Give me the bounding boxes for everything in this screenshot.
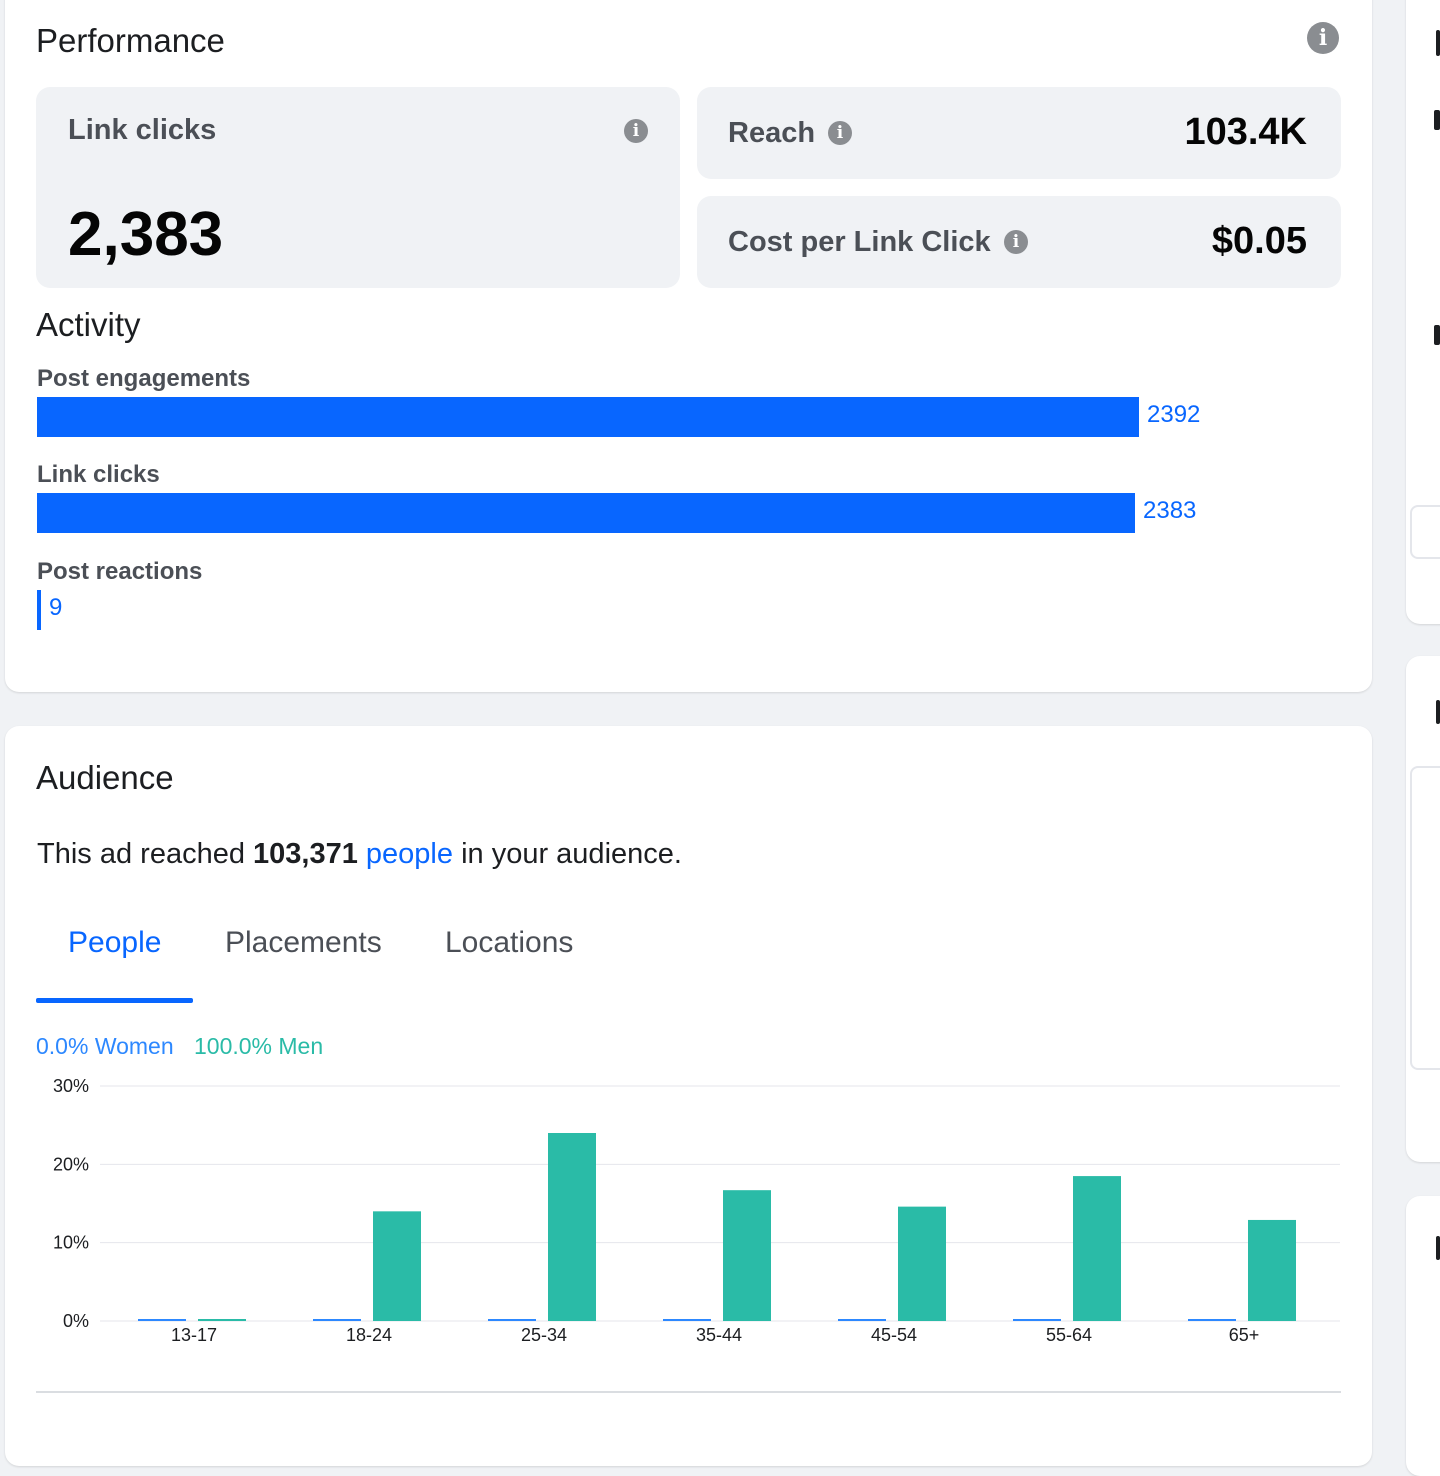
cost-per-link-click-label: Cost per Link Click [728,226,991,258]
bar-women[interactable] [488,1319,536,1321]
activity-title: Activity [36,306,141,343]
tab-placements[interactable]: Placements [225,926,382,959]
activity-value: 9 [49,594,63,621]
legend-women[interactable]: 0.0% Women [36,1033,174,1059]
activity-label: Post engagements [37,365,251,392]
side-card-3 [1406,1196,1440,1476]
info-icon[interactable]: i [1307,22,1339,54]
legend-men[interactable]: 100.0% Men [194,1033,324,1059]
bar-men[interactable] [198,1319,246,1321]
x-tick-label: 65+ [1229,1325,1260,1345]
link-clicks-metric: Link clicks i 2,383 [36,87,680,288]
active-tab-indicator [36,998,193,1003]
bar-men[interactable] [723,1190,771,1321]
audience-title: Audience [36,759,174,796]
side-input-box[interactable] [1410,505,1440,559]
reach-metric: Reach i 103.4K [697,87,1341,179]
bar-men[interactable] [898,1206,946,1321]
people-link[interactable]: people [365,838,454,870]
reach-prefix: This ad reached [37,838,245,870]
reach-value: 103.4K [1184,111,1307,153]
age-gender-chart: 30% 20% 10% 0% 13-17 18-24 25-34 35-44 45-54 55-6… [53,1076,1340,1345]
side-input-box[interactable] [1410,766,1440,1070]
side-text-fragment [1434,110,1440,130]
x-tick-label: 45-54 [871,1325,917,1345]
side-text-fragment [1436,1236,1440,1260]
tab-people[interactable]: People [68,926,162,959]
activity-value: 2383 [1143,497,1197,524]
reach-suffix: in your audience. [461,838,682,870]
activity-bar [37,493,1135,533]
bar-women[interactable] [1013,1319,1061,1321]
reach-count: 103,371 [253,838,358,870]
performance-card: Performance i Link clicks i 2,383 Reach … [5,0,1372,692]
bar-men[interactable] [1073,1176,1121,1321]
side-card-2 [1406,656,1440,1162]
reach-label: Reach [728,117,816,149]
audience-reach-text: This ad reached 103,371 people in your a… [37,838,682,871]
cost-per-link-click-value: $0.05 [1211,220,1307,262]
activity-label: Link clicks [37,461,160,488]
activity-bar [37,590,41,630]
x-tick-label: 35-44 [696,1325,742,1345]
bar-women[interactable] [1188,1319,1236,1321]
x-tick-label: 25-34 [521,1325,567,1345]
cost-per-link-click-metric: Cost per Link Click i $0.05 [697,196,1341,288]
x-tick-label: 13-17 [171,1325,217,1345]
x-tick-label: 55-64 [1046,1325,1092,1345]
y-tick-label: 10% [53,1233,89,1253]
activity-value: 2392 [1147,401,1201,428]
y-tick-label: 0% [63,1311,89,1331]
bar-women[interactable] [663,1319,711,1321]
x-tick-label: 18-24 [346,1325,392,1345]
side-card-1 [1406,0,1440,624]
audience-card [5,726,1372,1466]
info-icon[interactable]: i [828,121,852,145]
divider [36,1391,1341,1393]
bar-men[interactable] [548,1133,596,1321]
bar-women[interactable] [838,1319,886,1321]
tab-locations[interactable]: Locations [445,926,574,959]
y-tick-label: 20% [53,1154,89,1174]
bar-women[interactable] [313,1319,361,1321]
bar-women[interactable] [138,1319,186,1321]
side-text-fragment [1436,30,1440,56]
bar-men[interactable] [373,1211,421,1321]
side-text-fragment [1436,700,1440,724]
y-tick-label: 30% [53,1076,89,1096]
info-icon[interactable]: i [624,119,648,143]
bar-men[interactable] [1248,1219,1296,1321]
link-clicks-label: Link clicks [68,114,217,146]
activity-label: Post reactions [37,558,203,585]
performance-title: Performance [36,22,225,59]
side-text-fragment [1434,325,1440,345]
activity-bar [37,397,1139,437]
info-icon[interactable]: i [1004,230,1028,254]
link-clicks-value: 2,383 [68,200,224,269]
